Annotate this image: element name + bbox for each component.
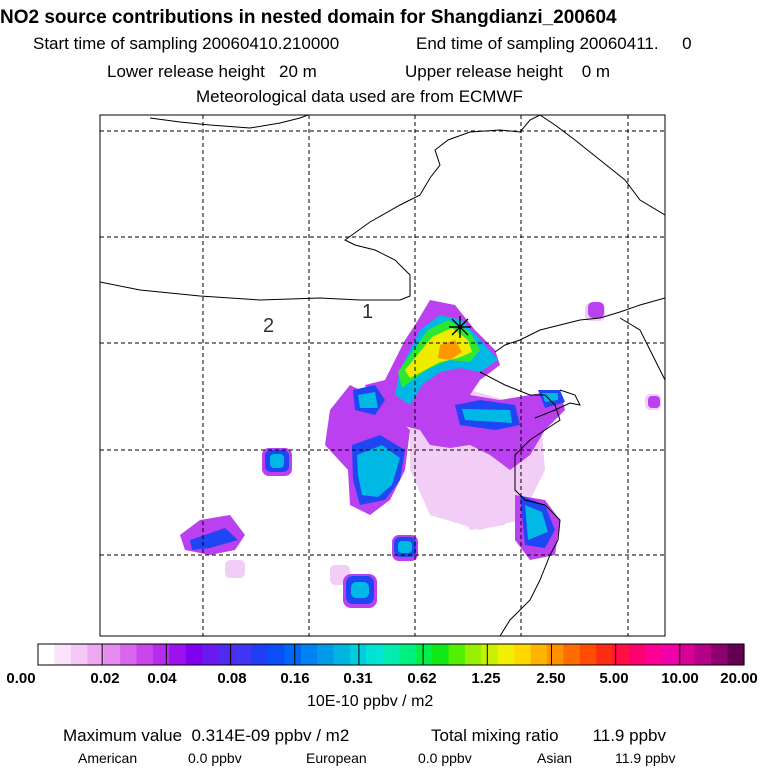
colorbar-cell <box>612 644 630 665</box>
colorbar-cell <box>727 644 745 665</box>
colorbar-cell <box>366 644 384 665</box>
colorbar-cell <box>169 644 187 665</box>
colorbar-cell <box>54 644 72 665</box>
colorbar-cell <box>497 644 515 665</box>
coastlines <box>100 115 665 636</box>
colorbar-cell <box>333 644 351 665</box>
colorbar-cell <box>448 644 466 665</box>
colorbar-cell <box>185 644 203 665</box>
colorbar <box>38 644 745 665</box>
colorbar-tick: 0.04 <box>147 670 177 687</box>
colorbar-tick: 0.08 <box>217 670 247 687</box>
colorbar-tick: 0.62 <box>407 670 437 687</box>
colorbar-cell <box>70 644 88 665</box>
colorbar-cell <box>103 644 121 665</box>
american-value: 0.0 ppbv <box>188 750 242 766</box>
colorbar-tick: 10.00 <box>661 670 699 687</box>
colorbar-cell <box>152 644 170 665</box>
colorbar-cell <box>678 644 696 665</box>
colorbar-frame <box>37 643 745 666</box>
colorbar-cell <box>645 644 663 665</box>
receptor-star-icon <box>449 316 471 338</box>
colorbar-cell <box>218 644 236 665</box>
colorbar-cell <box>514 644 532 665</box>
colorbar-cell <box>563 644 581 665</box>
colorbar-cell <box>251 644 269 665</box>
colorbar-cell <box>267 644 285 665</box>
colorbar-cell <box>579 644 597 665</box>
european-label: European <box>306 750 367 766</box>
chart-title: NO2 source contributions in nested domai… <box>0 7 617 28</box>
colorbar-tick: 20.00 <box>720 670 758 687</box>
colorbar-cell <box>546 644 564 665</box>
american-label: American <box>78 750 138 766</box>
colorbar-tick: 2.50 <box>536 670 566 687</box>
colorbar-cell <box>415 644 433 665</box>
colorbar-tick: 5.00 <box>599 670 629 687</box>
colorbar-cell <box>464 644 482 665</box>
colorbar-cell <box>300 644 318 665</box>
colorbar-cell <box>120 644 138 665</box>
lower-release-height-label: Lower release height 20 m <box>107 62 317 81</box>
region-label-1: 1 <box>362 301 373 323</box>
end-time-label: End time of sampling 20060411. 0 <box>416 34 692 53</box>
colorbar-cell <box>481 644 499 665</box>
colorbar-cell <box>235 644 253 665</box>
colorbar-cell <box>432 644 450 665</box>
lat-lon-grid <box>100 115 665 636</box>
colorbar-cell <box>38 644 56 665</box>
colorbar-tick: 0.31 <box>343 670 373 687</box>
colorbar-cell <box>202 644 220 665</box>
european-value: 0.0 ppbv <box>418 750 472 766</box>
map-frame <box>99 114 666 637</box>
upper-release-height-label: Upper release height 0 m <box>405 62 611 81</box>
colorbar-cell <box>596 644 614 665</box>
colorbar-cell <box>694 644 712 665</box>
colorbar-cell <box>711 644 729 665</box>
colorbar-cell <box>136 644 154 665</box>
asian-value: 11.9 ppbv <box>615 750 676 766</box>
met-data-label: Meteorological data used are from ECMWF <box>196 87 523 106</box>
start-time-label: Start time of sampling 20060410.210000 <box>33 34 340 53</box>
colorbar-tick: 0.02 <box>90 670 120 687</box>
total-mixing-ratio-value: 11.9 ppbv <box>592 726 666 745</box>
colorbar-tick: 0.00 <box>6 670 36 687</box>
colorbar-cell <box>530 644 548 665</box>
colorbar-cell <box>661 644 679 665</box>
maximum-value-label: Maximum value 0.314E-09 ppbv / m2 <box>63 726 350 745</box>
orange-concentration-area <box>438 340 462 360</box>
colorbar-cell <box>382 644 400 665</box>
concentration-field <box>180 300 661 608</box>
colorbar-cell <box>399 644 417 665</box>
total-mixing-ratio-label: Total mixing ratio <box>431 726 559 745</box>
asian-label: Asian <box>537 750 573 766</box>
colorbar-cell <box>629 644 647 665</box>
colorbar-cell <box>317 644 335 665</box>
colorbar-cell <box>284 644 302 665</box>
colorbar-cell <box>87 644 105 665</box>
colorbar-tick: 1.25 <box>471 670 501 687</box>
region-label-2: 2 <box>263 315 274 337</box>
colorbar-tick: 0.16 <box>280 670 310 687</box>
colorbar-unit-label: 10E-10 ppbv / m2 <box>307 693 434 710</box>
total-mixing-ratio: Total mixing ratio 11.9 ppbv <box>431 727 666 744</box>
